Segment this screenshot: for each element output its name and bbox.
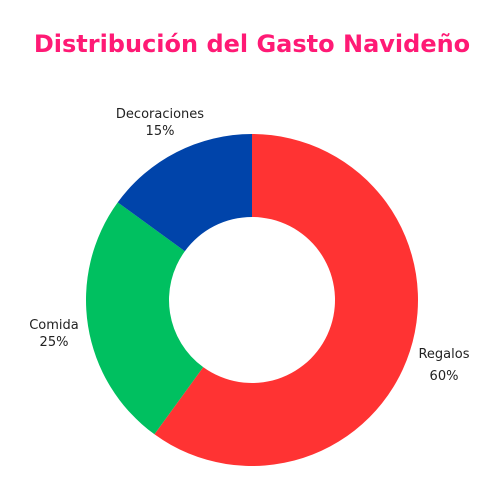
- slice-value-decoraciones: 15%: [146, 124, 175, 139]
- slice-label-regalos: Regalos: [418, 347, 469, 362]
- slice-value-comida: 25%: [40, 335, 69, 350]
- donut-slices: [85, 134, 418, 466]
- slice-value-regalos: 60%: [430, 369, 459, 384]
- slice-labels: Regalos 60% Comida 25% Decoraciones 15%: [29, 107, 469, 384]
- chart-title: Distribución del Gasto Navideño: [34, 30, 470, 58]
- slice-regalos: [154, 134, 418, 466]
- slice-comida: [85, 202, 204, 435]
- slice-label-comida: Comida: [29, 318, 79, 333]
- slice-label-decoraciones: Decoraciones: [116, 107, 204, 122]
- slice-decoraciones: [117, 134, 252, 252]
